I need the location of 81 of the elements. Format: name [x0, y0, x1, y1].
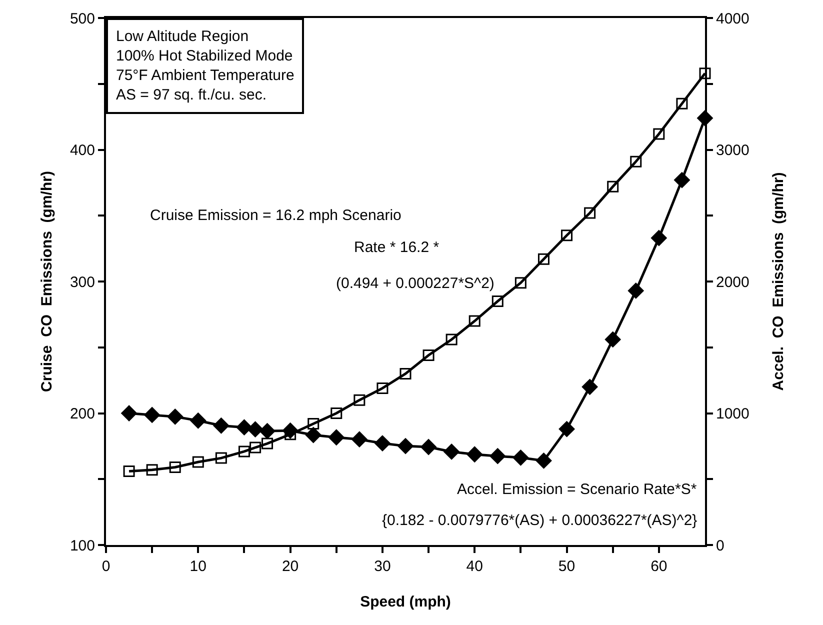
- y-tick-label: 300: [70, 274, 95, 291]
- point: [676, 98, 688, 110]
- annotation: AS = 97 sq. ft./cu. sec.: [116, 86, 266, 104]
- point: [190, 412, 206, 429]
- y2-axis-title: Accel. CO Emissions (gm/hr): [770, 172, 787, 391]
- point: [146, 464, 158, 476]
- x-axis-title: Speed (mph): [360, 594, 451, 610]
- point: [305, 427, 322, 443]
- x-tick-label: 40: [466, 558, 483, 575]
- point: [262, 438, 274, 450]
- point: [330, 408, 342, 419]
- y2-tick-label: 4000: [716, 10, 750, 28]
- point: [674, 172, 690, 188]
- point: [250, 442, 262, 454]
- y2-tick-label: 2000: [716, 274, 750, 291]
- annotation: Accel. Emission = Scenario Rate*S*: [457, 481, 697, 498]
- annotation: Low Altitude Region: [116, 28, 249, 45]
- x-tick-label: 30: [374, 558, 391, 575]
- point: [213, 418, 230, 434]
- point: [308, 418, 320, 430]
- point: [490, 448, 506, 464]
- point: [561, 230, 573, 242]
- point: [247, 421, 264, 438]
- point: [236, 419, 252, 436]
- x-tick-label: 0: [102, 558, 110, 575]
- annotation: 75°F Ambient Temperature: [116, 67, 294, 84]
- point: [538, 253, 550, 265]
- point: [536, 452, 552, 469]
- y-tick-label: 100: [70, 537, 95, 554]
- y-axis-title: Cruise CO Emissions (gm/hr): [38, 171, 56, 392]
- point: [604, 332, 621, 348]
- point: [653, 128, 665, 140]
- point: [446, 334, 458, 346]
- point: [167, 408, 184, 425]
- point: [192, 456, 204, 468]
- y2-tick-label: 1000: [716, 406, 750, 422]
- annotation: (0.494 + 0.000227*S^2): [336, 275, 494, 292]
- point: [282, 422, 298, 439]
- annotation: 100% Hot Stabilized Mode: [116, 48, 293, 64]
- point: [420, 439, 436, 455]
- point: [352, 431, 368, 448]
- point: [121, 405, 137, 422]
- annotation: Rate * 16.2 *: [354, 239, 440, 256]
- annotation: Cruise Emission = 16.2 mph Scenario: [150, 207, 402, 224]
- y2-tick-label: 0: [716, 537, 724, 554]
- point: [354, 394, 366, 406]
- point: [514, 277, 526, 289]
- point: [699, 68, 711, 80]
- point: [376, 382, 388, 394]
- point: [466, 446, 483, 462]
- y2-tick-label: 3000: [716, 142, 750, 159]
- point: [123, 465, 135, 477]
- y-tick-label: 200: [70, 406, 95, 422]
- point: [582, 379, 598, 395]
- point: [492, 296, 504, 308]
- point: [215, 452, 227, 464]
- point: [398, 438, 414, 454]
- x-tick-label: 20: [282, 558, 299, 575]
- point: [444, 444, 460, 460]
- point: [259, 423, 276, 439]
- point: [468, 315, 480, 327]
- point: [238, 446, 250, 458]
- point: [607, 180, 619, 192]
- point: [558, 421, 575, 437]
- point: [400, 368, 412, 380]
- x-tick-label: 10: [190, 558, 206, 575]
- point: [374, 435, 390, 452]
- point: [628, 282, 644, 299]
- y-tick-label: 500: [70, 10, 95, 28]
- point: [630, 156, 642, 168]
- point: [169, 462, 181, 474]
- point: [422, 350, 434, 362]
- point: [584, 207, 596, 219]
- x-tick-label: 60: [650, 558, 668, 575]
- annotation: {0.182 - 0.0079776*(AS) + 0.00036227*(AS)^2}: [382, 512, 698, 529]
- x-tick-label: 50: [558, 558, 576, 575]
- point: [512, 450, 529, 466]
- y-tick-label: 400: [70, 142, 95, 159]
- point: [328, 429, 344, 446]
- point: [144, 407, 160, 423]
- point: [651, 230, 667, 246]
